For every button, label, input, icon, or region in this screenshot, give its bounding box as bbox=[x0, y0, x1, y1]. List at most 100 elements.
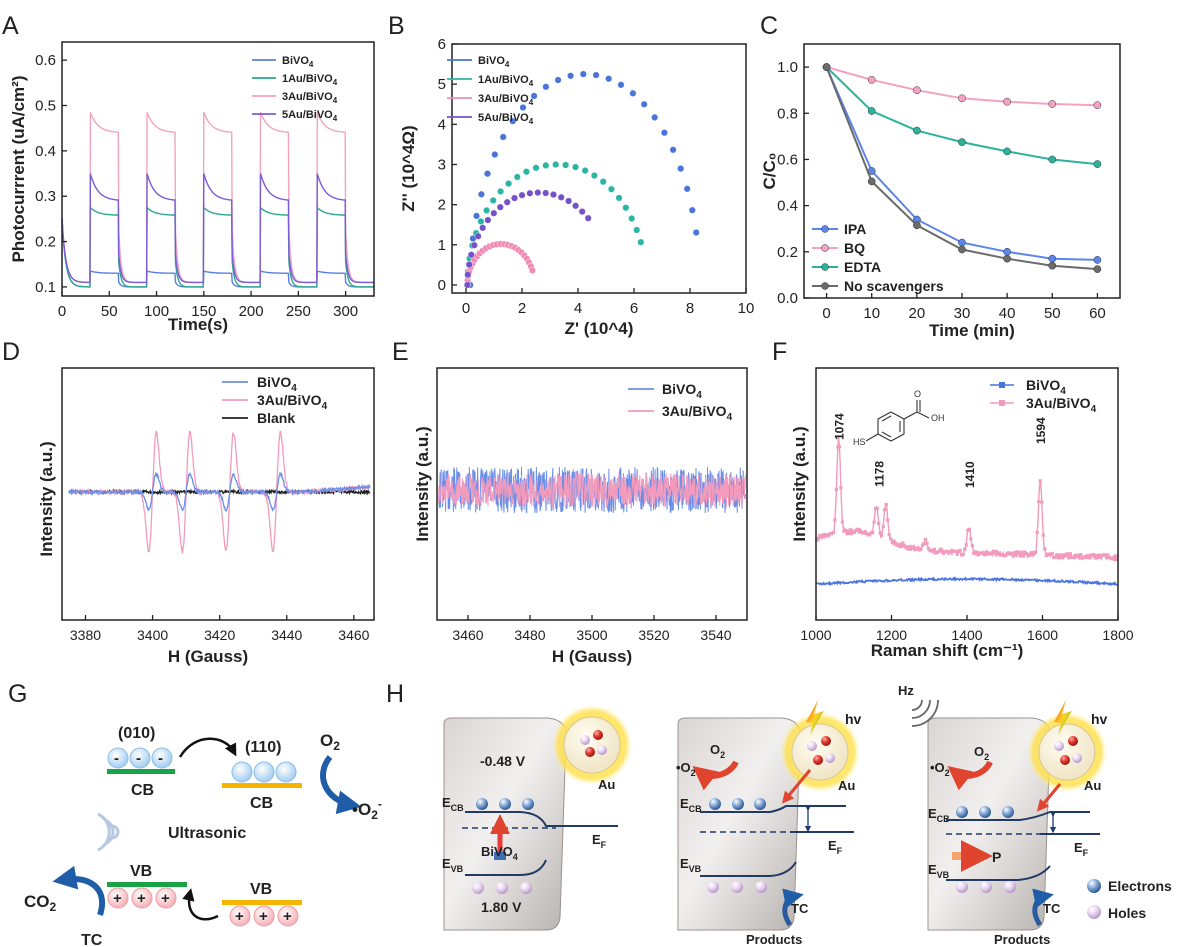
y-axis-c-tick-label: 0.4 bbox=[777, 198, 798, 215]
data-point bbox=[1048, 254, 1057, 263]
data-point bbox=[467, 251, 475, 259]
data-marker bbox=[819, 535, 823, 539]
molecule-label-oh: OH bbox=[931, 413, 945, 423]
data-marker bbox=[863, 529, 867, 534]
data-point bbox=[1003, 147, 1011, 156]
legend-entry-main: 3Au/BiVO bbox=[282, 91, 333, 103]
au-label: Au bbox=[1084, 778, 1101, 793]
data-marker bbox=[1009, 551, 1014, 555]
evb-label: EVB bbox=[680, 856, 702, 874]
y-axis-b-tick-label: 3 bbox=[438, 156, 446, 173]
hot-electron bbox=[1068, 736, 1078, 746]
data-point bbox=[1048, 100, 1057, 108]
raman-peak-label: 1178 bbox=[872, 461, 886, 487]
ecb-label-main: E bbox=[928, 806, 937, 821]
data-point bbox=[473, 212, 481, 220]
y-axis-a-tick-label: 0.6 bbox=[35, 52, 56, 69]
legend-entry: No scavengers bbox=[844, 278, 944, 294]
epr-dmpo-chart: 3380 3400 3420 3440 3460 H (Gauss) Intensity (… bbox=[37, 367, 375, 666]
data-marker bbox=[1077, 556, 1082, 560]
legend-marker bbox=[821, 263, 829, 271]
x-axis-label-d: H (Gauss) bbox=[168, 647, 248, 666]
data-marker bbox=[994, 549, 998, 554]
superoxide-label: •O2 bbox=[930, 760, 950, 778]
evb-label: EVB bbox=[928, 862, 950, 880]
x-axis-c-tick-label: 30 bbox=[954, 305, 971, 322]
data-marker bbox=[834, 487, 838, 491]
series-line-1au-bivo4 bbox=[61, 205, 374, 288]
data-marker bbox=[958, 548, 962, 552]
data-marker bbox=[925, 542, 929, 546]
data-marker bbox=[843, 528, 847, 532]
data-marker bbox=[1011, 554, 1015, 558]
x-axis-b-tick-label: 4 bbox=[574, 300, 582, 317]
evb-label-main: E bbox=[680, 856, 689, 871]
hot-electron bbox=[593, 730, 603, 740]
data-point bbox=[562, 161, 570, 169]
hole bbox=[731, 881, 743, 893]
ecb-label: ECB bbox=[680, 796, 702, 814]
cb-bar-110 bbox=[222, 783, 302, 788]
data-point bbox=[499, 133, 507, 141]
data-marker bbox=[1061, 556, 1065, 560]
data-point bbox=[463, 281, 471, 289]
data-marker bbox=[852, 530, 857, 534]
data-point bbox=[1003, 247, 1011, 256]
data-marker bbox=[1059, 553, 1063, 557]
chart-d-frame bbox=[61, 367, 375, 621]
y-axis-b-tick-label: 5 bbox=[438, 76, 446, 93]
data-marker bbox=[1014, 553, 1018, 557]
legend-entry: 5Au/BiVO4 bbox=[478, 112, 534, 126]
data-point bbox=[590, 171, 598, 179]
x-axis-b-tick-label: 2 bbox=[518, 300, 526, 317]
data-marker bbox=[1115, 554, 1119, 558]
spectrum-line-bivo4 bbox=[816, 576, 1118, 587]
data-point bbox=[554, 76, 562, 84]
data-point bbox=[491, 150, 499, 158]
hole bbox=[520, 882, 532, 894]
data-point bbox=[477, 217, 485, 225]
legend-entry-sub: 4 bbox=[529, 98, 534, 107]
electron bbox=[754, 798, 766, 810]
products-label: Products bbox=[746, 932, 802, 947]
x-axis-label-b: Z' (10^4) bbox=[565, 319, 634, 338]
cb-label-010: CB bbox=[131, 782, 154, 799]
data-marker bbox=[1087, 554, 1091, 558]
data-point bbox=[519, 103, 527, 111]
data-marker bbox=[1022, 554, 1026, 558]
data-marker bbox=[892, 539, 896, 543]
data-marker bbox=[1038, 479, 1042, 483]
data-point bbox=[550, 191, 558, 199]
legend-entry-main: 3Au/BiVO bbox=[257, 392, 322, 408]
data-marker bbox=[839, 486, 843, 490]
raman-peak-label: 1410 bbox=[963, 461, 977, 488]
legend-entry-sub: 4 bbox=[529, 79, 534, 88]
y-axis-b-tick-label: 0 bbox=[438, 277, 446, 294]
vb-potential-label: 1.80 V bbox=[481, 899, 522, 915]
legend-holes-label: Holes bbox=[1108, 905, 1146, 921]
vb-edge-line bbox=[465, 859, 547, 876]
data-point bbox=[497, 187, 505, 195]
hole bbox=[1087, 905, 1101, 919]
molecule-label-hs: HS bbox=[853, 437, 866, 447]
legend-entry-sub: 4 bbox=[309, 60, 314, 69]
data-point bbox=[913, 126, 921, 135]
legend-marker bbox=[999, 382, 1005, 388]
data-point bbox=[1048, 155, 1057, 164]
data-point bbox=[581, 167, 589, 175]
panel-letter-d: D bbox=[2, 338, 20, 366]
y-axis-a-tick-label: 0.1 bbox=[35, 279, 56, 296]
o2-reduction-arrow bbox=[320, 755, 362, 815]
data-point bbox=[479, 224, 487, 232]
electron bbox=[709, 798, 721, 810]
ecb-label-sub: CB bbox=[937, 814, 950, 824]
data-point bbox=[542, 161, 550, 169]
data-point bbox=[599, 178, 607, 186]
legend-entry-sub: 4 bbox=[333, 114, 338, 123]
superoxide-label-sub: 2 bbox=[945, 768, 950, 778]
spectrum-line-3au-bivo4 bbox=[438, 472, 746, 509]
data-point bbox=[688, 206, 696, 214]
x-axis-c-tick-label: 10 bbox=[863, 305, 880, 322]
data-point bbox=[867, 75, 876, 84]
